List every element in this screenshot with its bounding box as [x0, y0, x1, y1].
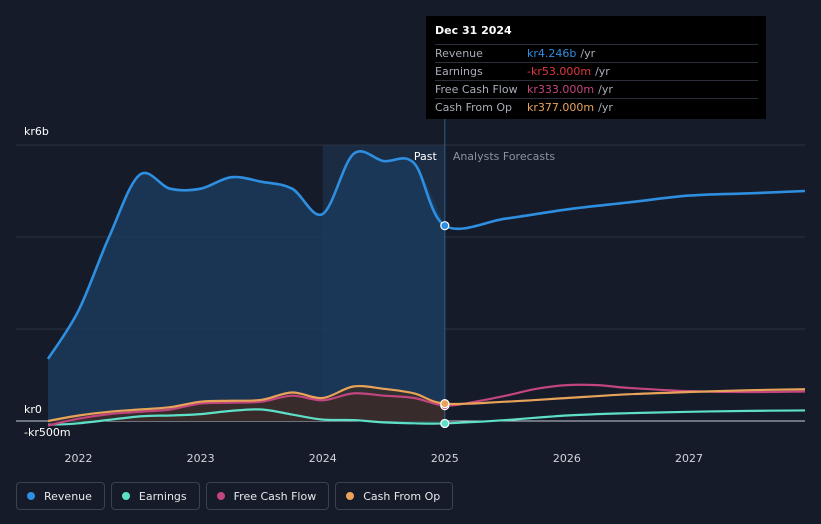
revenue-area — [48, 151, 445, 421]
tooltip-label: Free Cash Flow — [435, 83, 518, 96]
legend-dot-icon — [346, 492, 355, 500]
legend-item-free-cash-flow[interactable]: Free Cash Flow — [205, 482, 330, 510]
tooltip: Dec 31 2024 Revenue kr4.246b /yr Earning… — [426, 16, 766, 119]
tooltip-row-cash-from-op: Cash From Op kr377.000m /yr — [435, 98, 758, 116]
y-tick-label: -kr500m — [24, 426, 71, 439]
tooltip-label: Earnings — [435, 65, 483, 78]
past-label: Past — [414, 150, 438, 163]
tooltip-value: -kr53.000m — [527, 65, 592, 78]
tooltip-value: kr333.000m — [527, 83, 595, 96]
legend-dot-icon — [216, 492, 225, 500]
legend-label: Revenue — [44, 489, 92, 503]
x-tick-label: 2023 — [187, 452, 215, 465]
tooltip-unit: /yr — [598, 101, 613, 114]
forecast-label: Analysts Forecasts — [453, 150, 556, 163]
tooltip-unit: /yr — [598, 83, 613, 96]
x-tick-label: 2027 — [675, 452, 703, 465]
free-cash-flow-line — [47, 383, 806, 427]
earnings-line — [47, 408, 806, 426]
legend-item-revenue[interactable]: Revenue — [16, 482, 105, 510]
tooltip-value: kr377.000m — [527, 101, 595, 114]
x-tick-label: 2025 — [431, 452, 459, 465]
tooltip-date: Dec 31 2024 — [435, 24, 512, 37]
legend-dot-icon — [27, 492, 35, 500]
tooltip-unit: /yr — [580, 47, 596, 60]
legend-item-cash-from-op[interactable]: Cash From Op — [335, 482, 454, 510]
tooltip-row-free-cash-flow: Free Cash Flow kr333.000m /yr — [435, 80, 758, 98]
revenue-marker — [440, 221, 450, 231]
tooltip-label: Cash From Op — [435, 101, 513, 114]
cash-from-op-marker — [440, 399, 450, 409]
revenue-line — [46, 150, 806, 360]
tooltip-value: kr4.246b — [527, 47, 577, 60]
legend-item-earnings[interactable]: Earnings — [110, 482, 200, 510]
legend: Revenue Earnings Free Cash Flow Cash Fro… — [16, 482, 459, 510]
legend-dot-icon — [121, 492, 130, 500]
tooltip-label: Revenue — [435, 47, 483, 60]
legend-label: Cash From Op — [363, 489, 441, 503]
y-tick-label: kr0 — [24, 403, 42, 416]
legend-label: Earnings — [138, 489, 187, 503]
earnings-marker — [440, 418, 450, 429]
tooltip-row-earnings: Earnings -kr53.000m /yr — [435, 62, 758, 80]
tooltip-unit: /yr — [595, 65, 610, 78]
x-tick-label: 2024 — [309, 452, 337, 465]
x-tick-label: 2022 — [65, 452, 93, 465]
legend-label: Free Cash Flow — [233, 489, 317, 503]
y-tick-label: kr6b — [24, 125, 49, 138]
tooltip-row-revenue: Revenue kr4.246b /yr — [435, 44, 758, 62]
x-tick-label: 2026 — [553, 452, 581, 465]
cash-from-op-line — [47, 384, 806, 423]
